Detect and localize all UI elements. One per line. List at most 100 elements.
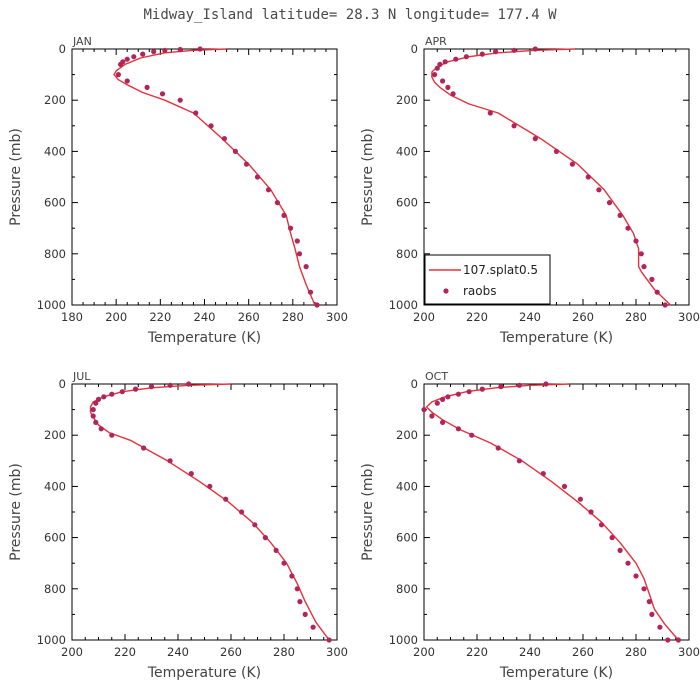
raobs-point (133, 386, 139, 392)
panel-apr: 200 220 240 260 280 300 0 200 400 600 800 1000 Tempe… (360, 35, 700, 346)
raobs-point (254, 174, 261, 180)
raobs-point (479, 386, 485, 392)
raobs-point (596, 187, 602, 193)
raobs-point (141, 445, 147, 451)
legend-obs-label: raobs (463, 284, 497, 298)
raobs-point (208, 123, 214, 129)
raobs-point (445, 84, 451, 90)
raobs-point (609, 535, 615, 541)
raobs-point (95, 396, 102, 402)
plot-frame (71, 383, 338, 641)
raobs-point (469, 432, 475, 438)
raobs-point (633, 238, 639, 244)
raobs-point (432, 72, 438, 78)
raobs-point (434, 400, 440, 406)
figure-title: Midway_Island latitude= 28.3 N longitude… (143, 7, 557, 23)
raobs-point (646, 599, 652, 605)
x-tick-label: 300 (678, 645, 700, 659)
x-tick-label: 220 (466, 645, 488, 659)
y-tick-label: 1000 (37, 633, 66, 647)
y-tick-label: 1000 (37, 298, 66, 312)
panel-label: JAN (72, 35, 92, 48)
x-tick-label: 280 (273, 645, 295, 659)
raobs-point (429, 413, 435, 419)
raobs-point (119, 389, 125, 395)
raobs-point (641, 586, 647, 592)
y-tick-label: 800 (396, 247, 418, 261)
x-tick-label: 280 (625, 310, 647, 324)
raobs-point (314, 302, 320, 308)
raobs-point (453, 56, 459, 62)
raobs-point (442, 59, 448, 65)
raobs-point (585, 174, 591, 180)
raobs-point (561, 483, 568, 489)
raobs-point (540, 471, 546, 477)
raobs-point (296, 251, 303, 257)
raobs-point (633, 573, 639, 579)
panel-jan: 180 200 220 240 260 280 300 0 200 400 600 800 1000 Te… (8, 35, 348, 346)
raobs-point (232, 148, 238, 154)
y-tick-label: 400 (44, 479, 66, 493)
x-tick-label: 220 (466, 310, 488, 324)
raobs-point (598, 522, 605, 528)
raobs-point (177, 97, 183, 103)
raobs-point (151, 49, 157, 55)
x-tick-label: 220 (114, 645, 136, 659)
raobs-point (665, 637, 671, 643)
raobs-point (440, 396, 446, 402)
raobs-point (577, 496, 584, 502)
legend: 107.splat0.5 raobs (424, 254, 551, 305)
raobs-point (675, 637, 682, 643)
raobs-point (649, 611, 655, 618)
raobs-point (310, 624, 316, 630)
raobs-point (303, 264, 309, 270)
x-tick-label: 300 (326, 645, 348, 659)
raobs-point (440, 419, 446, 425)
raobs-point (617, 547, 623, 554)
raobs-point (434, 65, 440, 71)
raobs-point (654, 289, 660, 295)
raobs-point (188, 471, 194, 477)
raobs-point (532, 136, 538, 142)
raobs-point (115, 72, 121, 78)
raobs-point (516, 458, 523, 464)
x-tick-label: 260 (220, 645, 242, 659)
raobs-point (543, 381, 549, 387)
raobs-point (90, 413, 96, 419)
raobs-point (98, 426, 104, 432)
y-tick-label: 0 (59, 42, 66, 56)
raobs-point (131, 54, 137, 60)
x-tick-label: 180 (61, 310, 83, 324)
panel-label: JUL (72, 370, 91, 383)
raobs-point (294, 586, 300, 592)
raobs-point (445, 394, 451, 400)
raobs-point (144, 84, 150, 90)
y-tick-label: 200 (396, 93, 418, 107)
raobs-point (662, 302, 668, 308)
y-tick-label: 800 (396, 582, 418, 596)
x-tick-label: 280 (282, 310, 304, 324)
raobs-point (239, 509, 245, 515)
raobs-point (118, 61, 124, 67)
y-tick-label: 1000 (389, 298, 418, 312)
raobs-point (657, 624, 663, 630)
x-tick-label: 200 (105, 310, 127, 324)
model-profile-line (425, 383, 679, 641)
y-tick-label: 600 (44, 531, 66, 545)
raobs-point (281, 212, 287, 218)
panel-label: APR (425, 35, 447, 48)
raobs-point (437, 61, 443, 67)
plot-frame (71, 48, 338, 306)
raobs-point (466, 389, 472, 395)
raobs-point (625, 560, 631, 566)
legend-model-label: 107.splat0.5 (463, 263, 538, 277)
x-tick-label: 280 (625, 645, 647, 659)
x-tick-label: 200 (413, 645, 435, 659)
x-tick-label: 260 (572, 310, 594, 324)
raobs-point (140, 51, 146, 57)
raobs-point (307, 289, 314, 295)
raobs-point (274, 200, 280, 206)
raobs-point (511, 47, 517, 53)
raobs-point (262, 535, 268, 541)
raobs-point (649, 276, 655, 282)
